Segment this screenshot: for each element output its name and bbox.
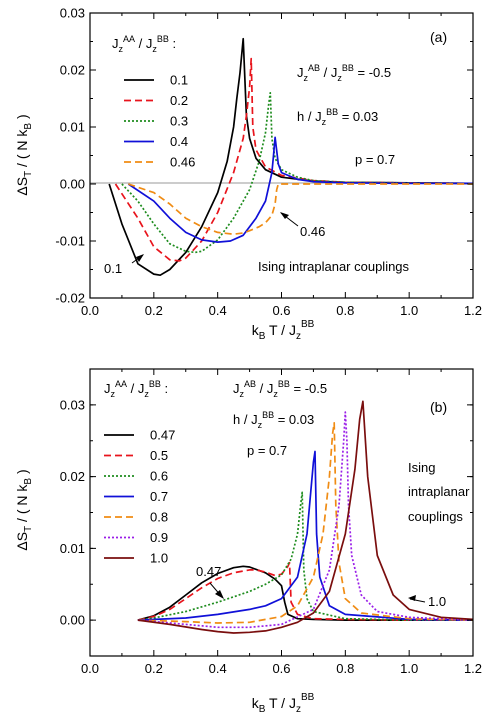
legend-label-0.4: 0.4 (170, 134, 188, 149)
y-axis-a: -0.02 -0.01 0.00 0.01 0.02 0.03 (55, 6, 473, 306)
callout-arrow-047 (215, 590, 224, 599)
x-tick-label: 1.2 (464, 661, 482, 676)
x-tick-label: 0.4 (209, 661, 227, 676)
legend-label-0.9: 0.9 (150, 530, 168, 545)
legend-label-0.47: 0.47 (150, 428, 175, 443)
series-line-0.8 (137, 421, 473, 624)
legend-b: 0.47 0.5 0.6 0.7 0.8 0.9 1.0 (104, 428, 175, 566)
y-tick-label: 0.01 (60, 541, 85, 556)
legend-a: 0.1 0.2 0.3 0.4 0.46 (124, 73, 195, 170)
legend-label-0.3: 0.3 (170, 114, 188, 129)
series-line-0.6 (137, 491, 473, 621)
callout-arrow-046 (280, 212, 289, 219)
legend-label-0.5: 0.5 (150, 448, 168, 463)
x-tick-label: 1.0 (400, 303, 418, 318)
series-line-0.1 (108, 37, 473, 277)
series-line-0.46 (128, 183, 473, 236)
legend-label-0.2: 0.2 (170, 93, 188, 108)
series-line-0.2 (114, 57, 473, 262)
param-coupling-a: JzAB / JzBB = -0.5 (297, 63, 391, 83)
ising-note-b-3: couplings (408, 509, 463, 524)
x-tick-label: 0.8 (336, 661, 354, 676)
panel-label-b: (b) (430, 399, 447, 415)
panel-label-a: (a) (430, 29, 447, 45)
legend-label-0.8: 0.8 (150, 510, 168, 525)
param-p-a: p = 0.7 (355, 152, 395, 167)
series-group-b (137, 400, 473, 634)
x-tick-label: 0.6 (272, 303, 290, 318)
series-line-0.4 (127, 136, 473, 243)
ising-note-a: Ising intraplanar couplings (258, 259, 410, 274)
x-tick-label: 0.6 (272, 661, 290, 676)
param-field-a: h / JzBB = 0.03 (297, 107, 378, 127)
x-tick-label: 0.2 (145, 303, 163, 318)
legend-label-1.0: 1.0 (150, 551, 168, 566)
curve-label-047: 0.47 (196, 564, 221, 579)
legend-label-0.6: 0.6 (150, 469, 168, 484)
y-tick-label: 0.02 (60, 63, 85, 78)
y-axis-label-b: ΔST / ( N kB ) (14, 469, 34, 550)
param-coupling-b: JzAB / JzBB = -0.5 (233, 379, 327, 399)
x-axis-b: 0.0 0.2 0.4 0.6 0.8 1.0 1.2 (81, 369, 482, 676)
panel-b: 0.0 0.2 0.4 0.6 0.8 1.0 1.2 0.00 0.01 0.02 0.03 (… (14, 368, 482, 715)
legend-label-0.46: 0.46 (170, 155, 195, 170)
y-tick-label: 0.00 (60, 177, 85, 192)
callout-arrow-01 (136, 254, 144, 262)
x-axis-a: 0.0 0.2 0.4 0.6 0.8 1.0 1.2 (81, 13, 482, 318)
x-tick-label: 0.0 (81, 661, 99, 676)
x-tick-label: 1.0 (400, 661, 418, 676)
param-p-b: p = 0.7 (247, 443, 287, 458)
ising-note-b-2: intraplanar (408, 484, 470, 499)
y-tick-label: -0.02 (55, 291, 85, 306)
y-tick-label: 0.00 (60, 613, 85, 628)
x-axis-label-a: kB T / JzBB (252, 319, 315, 342)
series-line-0.47 (137, 565, 473, 621)
series-line-0.9 (137, 411, 473, 629)
legend-label-0.1: 0.1 (170, 73, 188, 88)
plot-frame-a (89, 12, 474, 299)
param-field-b: h / JzBB = 0.03 (233, 410, 314, 430)
ising-note-b-1: Ising (408, 460, 435, 475)
x-tick-label: 0.2 (145, 661, 163, 676)
y-tick-label: 0.02 (60, 469, 85, 484)
y-tick-label: 0.03 (60, 6, 85, 21)
series-line-0.7 (137, 450, 473, 621)
curve-label-01: 0.1 (104, 261, 122, 276)
series-line-0.5 (137, 561, 473, 621)
panel-a: 0.0 0.2 0.4 0.6 0.8 1.0 1.2 -0.02 -0.01 0.00 0.01… (14, 6, 482, 343)
curve-label-046: 0.46 (300, 224, 325, 239)
x-tick-label: 0.0 (81, 303, 99, 318)
y-tick-label: 0.03 (60, 397, 85, 412)
x-tick-label: 1.2 (464, 303, 482, 318)
legend-title-b: JzAA / JzBB : (104, 379, 168, 399)
y-tick-label: -0.01 (55, 234, 85, 249)
y-tick-label: 0.01 (60, 120, 85, 135)
x-axis-label-b: kB T / JzBB (252, 692, 315, 715)
x-tick-label: 0.8 (336, 303, 354, 318)
legend-label-0.7: 0.7 (150, 489, 168, 504)
y-axis-label-a: ΔST / ( N kB ) (14, 114, 34, 195)
curve-label-10: 1.0 (428, 594, 446, 609)
callout-arrow-10 (408, 595, 416, 601)
y-axis-b: 0.00 0.01 0.02 0.03 (60, 368, 473, 657)
series-line-1.0 (137, 400, 473, 634)
x-tick-label: 0.4 (209, 303, 227, 318)
series-line-0.3 (121, 91, 473, 254)
legend-title-a: JzAA / JzBB : (112, 34, 176, 54)
series-group-a (108, 37, 473, 277)
